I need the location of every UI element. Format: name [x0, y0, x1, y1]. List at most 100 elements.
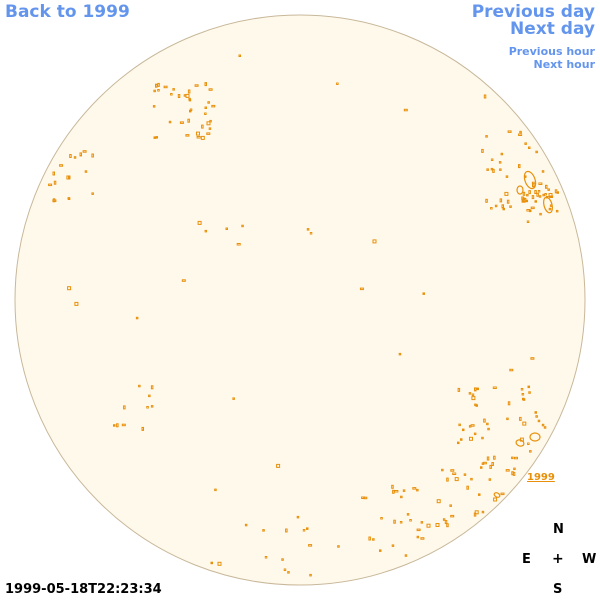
contour-mark	[466, 485, 469, 490]
contour-mark	[241, 224, 244, 228]
contour-mark	[185, 93, 190, 98]
contour-mark	[534, 190, 537, 194]
contour-mark	[368, 536, 371, 541]
observation-timestamp: 1999-05-18T22:23:34	[5, 582, 162, 597]
contour-mark	[196, 136, 201, 139]
contour-mark	[528, 146, 531, 149]
contour-mark	[547, 188, 550, 191]
contour-mark	[522, 191, 526, 196]
contour-mark	[157, 89, 160, 92]
contour-mark	[493, 497, 498, 502]
contour-mark	[211, 104, 216, 108]
contour-mark	[506, 199, 510, 204]
contour-mark	[498, 161, 502, 164]
contour-mark	[209, 119, 212, 123]
contour-mark	[505, 175, 509, 178]
contour-mark	[531, 195, 535, 200]
contour-mark	[548, 193, 553, 197]
contour-mark	[232, 397, 235, 400]
contour-mark	[68, 176, 71, 179]
contour-mark	[449, 504, 452, 507]
contour-mark	[82, 150, 87, 153]
contour-mark	[454, 477, 459, 482]
contour-mark	[359, 287, 364, 291]
contour-mark	[541, 170, 545, 173]
contour-mark	[379, 549, 382, 552]
contour-mark	[509, 205, 512, 208]
contour-mark	[181, 279, 186, 282]
contour-mark	[470, 477, 473, 481]
contour-mark	[491, 462, 494, 466]
contour-mark	[530, 357, 535, 360]
contour-mark	[480, 466, 483, 469]
contour-mark	[309, 573, 312, 577]
contour-mark	[79, 152, 82, 157]
contour-mark	[281, 558, 284, 561]
previous-hour-link[interactable]: Previous hour	[508, 45, 595, 58]
contour-mark	[204, 106, 207, 109]
contour-mark	[537, 419, 541, 423]
contour-mark	[435, 523, 440, 527]
contour-mark	[210, 561, 213, 565]
contour-loop	[523, 170, 537, 190]
contour-mark	[409, 519, 412, 522]
contour-mark	[532, 183, 535, 188]
contour-mark	[48, 183, 53, 187]
back-to-year-link[interactable]: Back to 1999	[5, 2, 130, 22]
contour-mark	[138, 384, 141, 388]
contour-mark	[471, 396, 476, 401]
contour-mark	[170, 93, 173, 96]
contour-mark	[482, 461, 487, 465]
contour-mark	[530, 206, 535, 210]
contour-mark	[538, 195, 542, 198]
contour-mark	[236, 243, 241, 246]
contour-mark	[238, 54, 241, 57]
contour-mark	[296, 515, 300, 519]
contour-mark	[150, 405, 154, 408]
contour-mark	[179, 121, 184, 124]
contour-loop	[543, 196, 553, 214]
contour-mark	[163, 85, 168, 89]
contour-mark	[471, 393, 475, 396]
next-day-link[interactable]: Next day	[510, 19, 595, 39]
contour-mark	[469, 436, 473, 441]
contour-mark	[391, 484, 394, 489]
contour-mark	[306, 228, 310, 231]
contour-mark	[457, 387, 461, 392]
contour-mark	[489, 464, 492, 469]
contour-mark	[283, 568, 287, 571]
contour-mark	[416, 528, 421, 532]
previous-day-link[interactable]: Previous day	[471, 2, 595, 22]
contour-mark	[527, 385, 530, 389]
contour-mark	[285, 528, 288, 533]
compass-center: +	[552, 551, 564, 567]
contour-mark	[214, 488, 217, 492]
contour-mark	[526, 220, 530, 223]
contour-mark	[535, 415, 538, 418]
contour-mark	[276, 463, 281, 468]
contour-mark	[148, 394, 151, 398]
contour-mark	[511, 456, 514, 460]
next-hour-link[interactable]: Next hour	[533, 58, 596, 71]
contour-mark	[393, 519, 396, 524]
year-link[interactable]: 1999	[527, 472, 555, 483]
contour-mark	[394, 490, 399, 493]
contour-mark	[458, 423, 461, 427]
contour-mark	[400, 495, 403, 499]
contour-mark	[555, 209, 559, 213]
contour-mark	[526, 193, 529, 197]
contour-mark	[476, 387, 479, 391]
contour-mark	[67, 197, 71, 200]
contour-mark	[520, 388, 524, 391]
contour-mark	[206, 132, 211, 135]
contour-mark	[402, 489, 406, 492]
contour-mark	[486, 456, 490, 461]
contour-mark	[262, 529, 265, 532]
contour-mark	[528, 391, 531, 394]
contour-mark	[500, 152, 504, 156]
contour-mark	[187, 118, 190, 123]
contour-mark	[201, 124, 204, 129]
contour-mark	[121, 423, 126, 427]
contour-mark	[208, 127, 212, 130]
contour-mark	[73, 156, 77, 159]
